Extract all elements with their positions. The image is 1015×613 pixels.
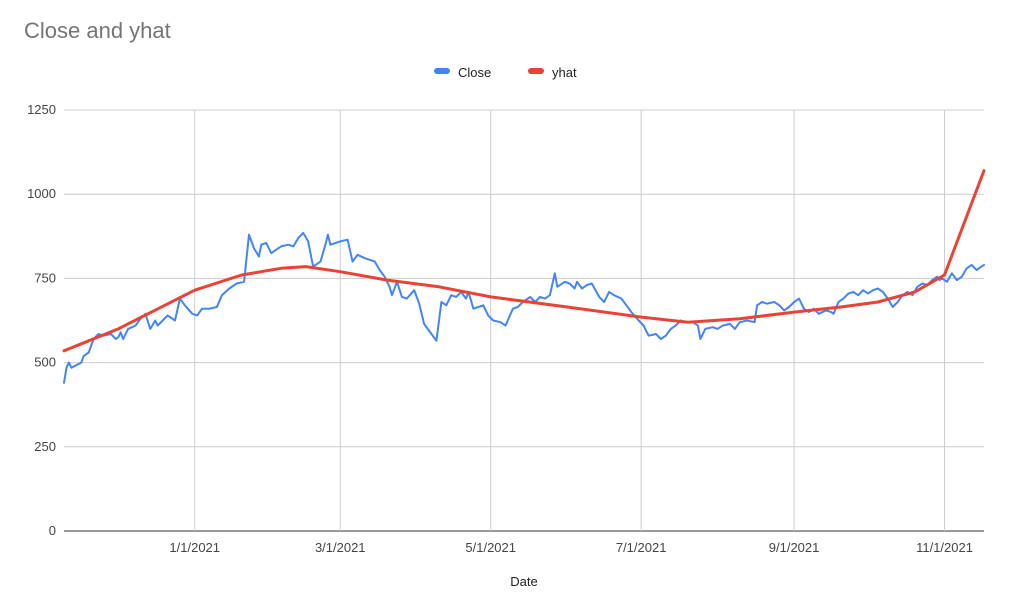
x-tick-label: 5/1/2021	[465, 540, 516, 555]
close-legend-swatch	[434, 68, 450, 74]
x-tick-label: 9/1/2021	[769, 540, 820, 555]
x-tick-label: 1/1/2021	[169, 540, 220, 555]
y-tick-label: 1000	[27, 186, 56, 201]
y-tick-label: 250	[34, 439, 56, 454]
y-tick-label: 750	[34, 270, 56, 285]
yhat-legend-swatch	[528, 68, 544, 74]
close-legend-label: Close	[458, 65, 491, 80]
x-tick-label: 3/1/2021	[315, 540, 366, 555]
close-series-line	[63, 231, 985, 384]
chart-title: Close and yhat	[24, 18, 171, 43]
y-tick-label: 1250	[27, 102, 56, 117]
x-tick-label: 7/1/2021	[616, 540, 667, 555]
yhat-series-line	[62, 169, 986, 353]
x-axis-title: Date	[510, 574, 537, 589]
y-tick-label: 0	[49, 523, 56, 538]
y-tick-label: 500	[34, 355, 56, 370]
yhat-legend-label: yhat	[552, 65, 577, 80]
x-tick-label: 11/1/2021	[916, 540, 973, 555]
